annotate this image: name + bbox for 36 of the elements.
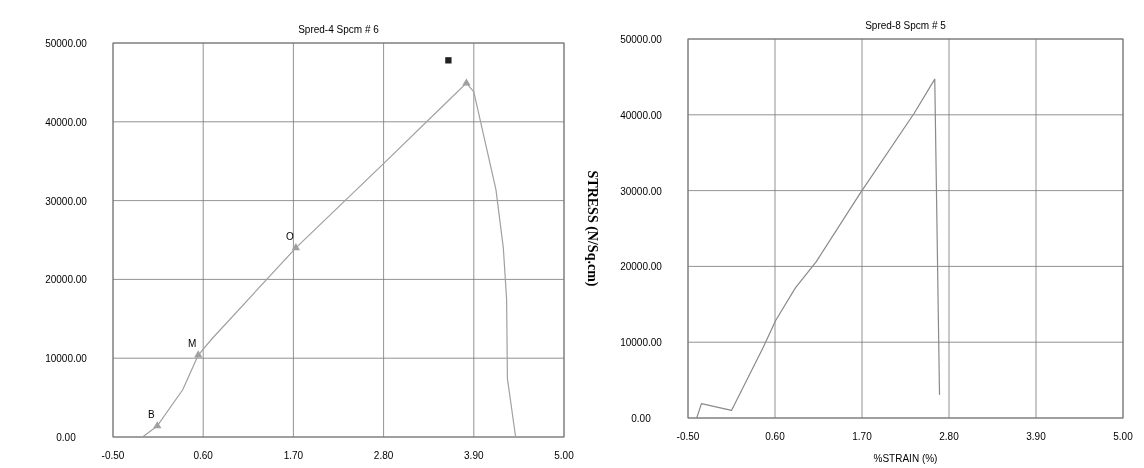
y-tick-label: 50000.00 xyxy=(45,38,88,49)
annotation: O xyxy=(285,230,294,242)
point xyxy=(291,243,301,251)
y-tick-label: 0.00 xyxy=(631,413,652,424)
y-tick-label: 10000.00 xyxy=(45,353,88,365)
x-tick-label: 2.80 xyxy=(939,431,960,442)
x-axis-title: %STRAIN (%) xyxy=(873,453,938,464)
line-series xyxy=(696,78,941,419)
annotation: B xyxy=(147,408,155,420)
y-tick-label: 30000.00 xyxy=(45,195,88,207)
x-tick-label: 0.60 xyxy=(765,431,786,442)
y-tick-label: 40000.00 xyxy=(45,116,88,128)
y-tick-label: 10000.00 xyxy=(620,337,663,349)
x-tick-label: 3.90 xyxy=(1026,431,1047,442)
chart-title: Spred-4 Spcm # 6 xyxy=(298,24,380,35)
y-tick-label: 20000.00 xyxy=(45,274,88,286)
x-tick-label: 0.60 xyxy=(193,450,214,461)
y-tick-label: 50000.00 xyxy=(620,34,663,45)
x-tick-label: -0.50 xyxy=(101,450,125,461)
y-axis-title: STRESS (N/Sq.cm) xyxy=(584,170,600,287)
chart-title: Spred-8 Spcm # 5 xyxy=(865,20,947,31)
annotation: M xyxy=(188,338,197,350)
y-tick-label: 30000.00 xyxy=(620,185,663,197)
x-tick-label: 2.80 xyxy=(373,450,394,461)
y-tick-label: 20000.00 xyxy=(620,261,663,273)
point xyxy=(445,57,452,64)
point xyxy=(153,421,162,429)
x-tick-label: 5.00 xyxy=(1113,431,1134,442)
x-tick-label: 3.90 xyxy=(464,450,484,461)
point xyxy=(462,78,471,86)
y-tick-label: 40000.00 xyxy=(620,109,663,121)
x-tick-label: 1.70 xyxy=(283,450,304,461)
y-tick-label: 0.00 xyxy=(56,432,77,443)
x-tick-label: 1.70 xyxy=(852,431,873,442)
x-tick-label: -0.50 xyxy=(676,431,700,442)
x-tick-label: 5.00 xyxy=(554,450,575,461)
